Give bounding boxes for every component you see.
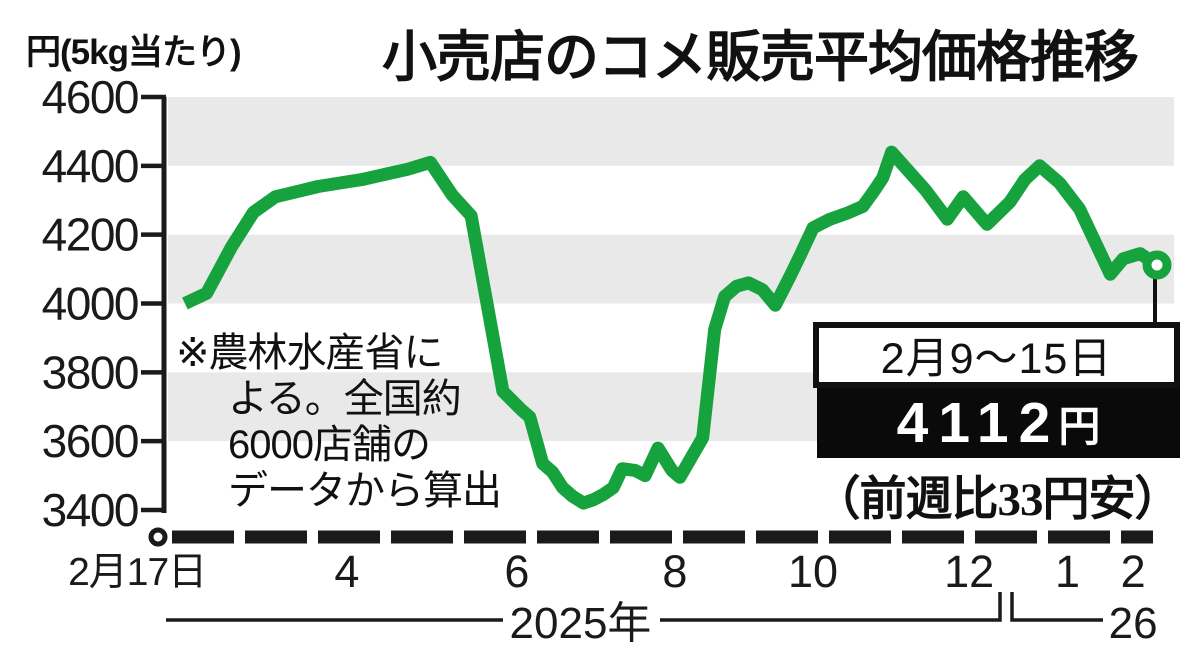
year-label: 26 (1109, 599, 1158, 648)
y-axis: 4600 4400 4200 4000 3800 3600 3400 (42, 71, 167, 536)
timeline-axis (148, 527, 1153, 547)
x-tick-label: 4 (334, 546, 359, 597)
year-brackets: 2025年 26 (166, 592, 1158, 648)
callout-week-change: （前週比33円安） (813, 474, 1182, 526)
x-tick-label: 10 (788, 546, 838, 597)
source-note-line: よる。全国約 (228, 377, 462, 421)
source-note-line: ※農林水産省に (176, 331, 444, 375)
chart-title: 小売店のコメ販売平均価格推移 (381, 26, 1139, 88)
price-line (182, 145, 1161, 510)
x-tick-label: 2月17日 (68, 551, 206, 594)
x-tick-label: 12 (944, 546, 994, 597)
callout-period-box: 2月9〜15日 (813, 322, 1180, 388)
callout-price-unit: 円 (1058, 402, 1101, 450)
source-note-line: 6000店舗の (228, 423, 431, 467)
y-tick-label: 3400 (42, 484, 138, 536)
y-axis-unit-label: 円(5kg当たり) (26, 33, 242, 72)
y-tick-label: 3800 (42, 346, 138, 398)
y-tick-label: 4000 (42, 278, 138, 330)
y-tick-label: 4200 (42, 209, 138, 261)
y-tick-label: 4600 (42, 71, 138, 123)
y-tick-label: 3600 (42, 415, 138, 467)
month-labels: 2月17日 4 6 8 10 12 1 2 (68, 546, 1146, 597)
source-note: ※農林水産省に よる。全国約 6000店舗の データから算出 (176, 330, 502, 514)
x-tick-label: 8 (662, 546, 687, 597)
end-marker (1142, 250, 1172, 280)
source-note-line: データから算出 (228, 469, 502, 513)
x-tick-label: 6 (504, 546, 529, 597)
y-tick-label: 4400 (42, 140, 138, 192)
callout-price-box: 4112 円 (817, 388, 1180, 458)
x-tick-label: 2 (1121, 546, 1146, 597)
callout-price-value: 4112 (896, 391, 1061, 455)
timeline-start-marker (148, 527, 168, 547)
year-label: 2025年 (510, 599, 652, 648)
x-tick-label: 1 (1055, 546, 1080, 597)
